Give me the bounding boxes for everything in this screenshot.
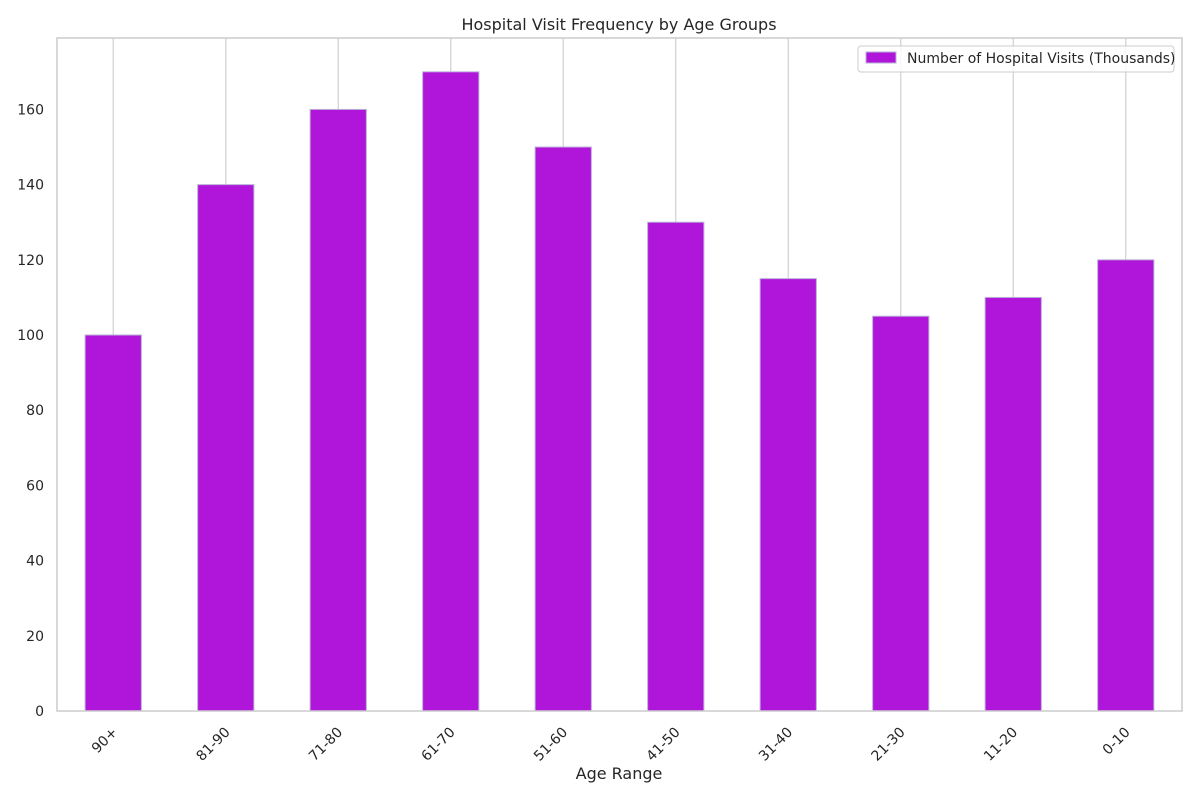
plot-frame xyxy=(56,37,1183,712)
bar-31-40 xyxy=(759,278,817,712)
bar-0-10 xyxy=(1097,259,1155,712)
x-tick-label: 81-90 xyxy=(193,725,233,765)
y-tick-label: 80 xyxy=(26,403,44,419)
y-tick-label: 140 xyxy=(17,178,44,194)
x-tick-label: 31-40 xyxy=(756,725,796,765)
bar-90+ xyxy=(84,334,142,712)
x-axis-ticks: 90+ 81-90 71-80 61-70 51-60 41-50 31-40 21-30 11… xyxy=(89,725,1134,765)
x-tick-label: 90+ xyxy=(89,725,121,757)
bars xyxy=(84,71,1155,712)
legend: Number of Hospital Visits (Thousands) xyxy=(857,45,1176,73)
y-tick-label: 120 xyxy=(17,253,44,269)
bar-81-90 xyxy=(197,184,255,712)
legend-box xyxy=(857,45,1175,73)
bar-61-70 xyxy=(422,71,480,712)
x-tick-label: 61-70 xyxy=(418,725,458,765)
x-tick-label: 51-60 xyxy=(531,725,571,765)
grid-lines xyxy=(112,38,1127,711)
y-tick-label: 20 xyxy=(26,629,44,645)
x-tick-label: 41-50 xyxy=(643,725,683,765)
bar-51-60 xyxy=(534,146,592,712)
legend-label: Number of Hospital Visits (Thousands) xyxy=(907,51,1176,67)
bar-11-20 xyxy=(984,296,1042,712)
y-tick-label: 40 xyxy=(26,554,44,570)
x-tick-label: 21-30 xyxy=(868,725,908,765)
x-tick-label: 71-80 xyxy=(306,725,346,765)
x-tick-label: 11-20 xyxy=(981,725,1021,765)
bar-71-80 xyxy=(309,108,367,712)
bar-21-30 xyxy=(872,315,930,712)
y-tick-label: 0 xyxy=(35,704,44,720)
y-tick-label: 100 xyxy=(17,328,44,344)
y-tick-label: 60 xyxy=(26,478,44,494)
bar-41-50 xyxy=(647,221,705,712)
legend-swatch xyxy=(865,51,897,64)
x-tick-label: 0-10 xyxy=(1100,725,1134,759)
chart-title: Hospital Visit Frequency by Age Groups xyxy=(461,15,776,34)
y-tick-label: 160 xyxy=(17,102,44,118)
y-axis-ticks: 0 20 40 60 80 100 120 140 160 xyxy=(17,102,44,720)
x-axis-label: Age Range xyxy=(576,764,663,783)
